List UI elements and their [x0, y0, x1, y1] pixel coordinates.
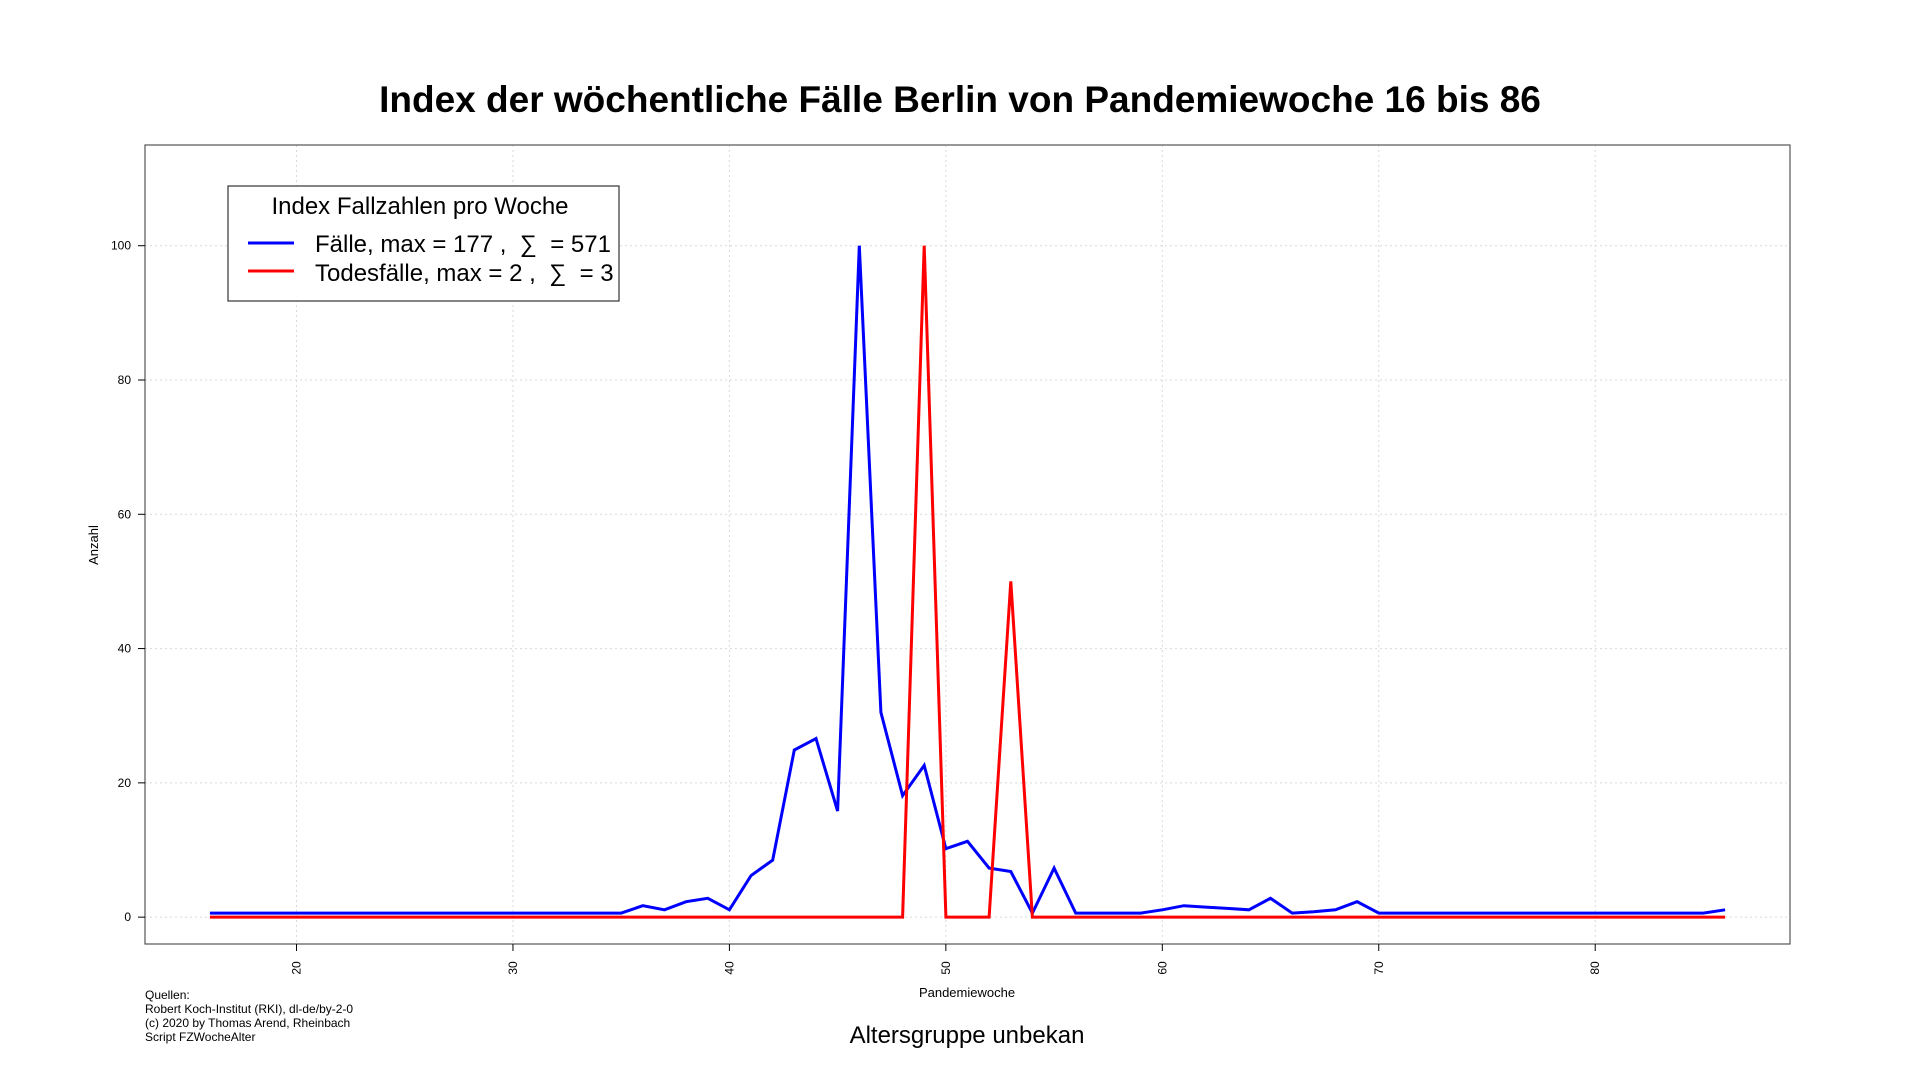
- x-tick-label: 30: [506, 961, 520, 975]
- x-tick-label: 40: [722, 961, 736, 975]
- series-layer: [209, 245, 1726, 919]
- x-tick-label: 60: [1155, 961, 1169, 975]
- y-tick-label: 80: [118, 373, 132, 387]
- y-axis: 0 20 40 60 80 100: [111, 239, 145, 924]
- x-tick-label: 20: [290, 961, 304, 975]
- y-tick-label: 0: [124, 910, 131, 924]
- chart-title: Index der wöchentliche Fälle Berlin von …: [379, 79, 1541, 120]
- x-tick-label: 70: [1372, 961, 1386, 975]
- plot-frame: [144, 144, 1791, 945]
- y-tick-label: 40: [118, 642, 132, 656]
- y-tick-label: 100: [111, 239, 131, 253]
- series-line-faelle: [209, 245, 1726, 917]
- sources-note: Quellen: Robert Koch-Institut (RKI), dl-…: [145, 988, 353, 1044]
- legend-entry-faelle: Fälle, max = 177 , ∑ = 571: [315, 231, 611, 258]
- x-axis: 20 30 40 50 60 70 80: [290, 944, 1602, 975]
- legend-entry-todesfaelle: Todesfälle, max = 2 , ∑ = 3: [315, 260, 614, 287]
- legend-title: Index Fallzahlen pro Woche: [271, 193, 568, 220]
- legend: Index Fallzahlen pro Woche Fälle, max = …: [227, 185, 620, 302]
- y-axis-title: Anzahl: [86, 525, 101, 565]
- y-tick-label: 20: [118, 776, 132, 790]
- y-tick-label: 60: [118, 507, 132, 521]
- series-line-todesfaelle: [209, 245, 1726, 919]
- sources-line-4: Script FZWocheAlter: [145, 1030, 255, 1044]
- chart-subtitle: Altersgruppe unbekan: [850, 1022, 1085, 1049]
- sources-line-1: Quellen:: [145, 988, 190, 1002]
- x-tick-label: 80: [1588, 961, 1602, 975]
- sources-line-3: (c) 2020 by Thomas Arend, Rheinbach: [145, 1016, 350, 1030]
- x-axis-title: Pandemiewoche: [919, 985, 1015, 1000]
- legend-box: [227, 185, 620, 302]
- sources-line-2: Robert Koch-Institut (RKI), dl-de/by-2-0: [145, 1002, 353, 1016]
- x-tick-label: 50: [939, 961, 953, 975]
